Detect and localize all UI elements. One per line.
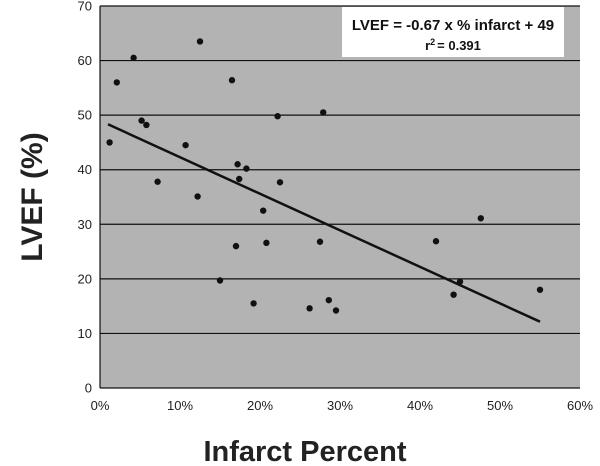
y-tick-label: 70	[78, 0, 92, 14]
r-squared-text: r2 = 0.391	[425, 37, 481, 53]
x-tick-label: 20%	[247, 398, 273, 413]
data-point	[182, 141, 189, 149]
y-tick-label: 60	[78, 53, 92, 68]
regression-line	[107, 123, 541, 323]
data-point	[216, 277, 224, 284]
x-tick-label: 30%	[327, 398, 353, 413]
data-point	[316, 238, 324, 245]
gridlines	[99, 5, 580, 389]
x-tick-label: 50%	[487, 398, 513, 413]
data-point	[536, 286, 544, 293]
data-point	[138, 117, 145, 124]
x-tick-label: 0%	[91, 398, 110, 413]
data-point	[154, 178, 161, 185]
x-axis-ticks: 0% 10% 20% 30% 40% 50% 60%	[91, 398, 594, 413]
data-point	[194, 193, 201, 200]
data-point	[196, 38, 204, 45]
x-tick-label: 60%	[567, 398, 593, 413]
x-tick-label: 40%	[407, 398, 433, 413]
data-point	[113, 79, 121, 86]
plot-area	[100, 6, 580, 388]
data-point	[130, 54, 137, 62]
data-point	[243, 165, 250, 172]
equation-box: LVEF = -0.67 x % infarct + 49 r2 = 0.391	[342, 7, 564, 57]
data-point	[325, 296, 332, 304]
data-point	[274, 113, 281, 120]
data-point	[236, 175, 243, 183]
data-point	[276, 179, 284, 186]
data-point	[263, 239, 270, 247]
data-point	[232, 242, 240, 250]
x-axis-title: Infarct Percent	[203, 436, 406, 466]
x-tick-label: 10%	[167, 398, 193, 413]
y-tick-label: 20	[78, 271, 92, 286]
data-point	[477, 215, 484, 222]
data-points	[106, 38, 544, 314]
y-tick-label: 40	[78, 162, 92, 177]
y-tick-label: 30	[78, 217, 92, 232]
data-point	[260, 207, 267, 214]
y-tick-label: 10	[78, 326, 92, 341]
data-point	[306, 305, 313, 312]
data-point	[228, 77, 236, 84]
data-point	[332, 307, 340, 314]
data-point	[234, 161, 241, 168]
data-point	[106, 139, 113, 146]
data-point	[320, 109, 327, 116]
y-axis-ticks: 0 10 20 30 40 50 60 70	[78, 0, 92, 396]
y-axis-title: LVEF (%)	[16, 132, 49, 261]
data-point	[432, 238, 440, 245]
y-tick-label: 0	[85, 381, 92, 396]
equation-text: LVEF = -0.67 x % infarct + 49	[352, 17, 554, 34]
data-point	[450, 291, 457, 298]
y-tick-label: 50	[78, 108, 92, 123]
data-point	[143, 121, 150, 129]
data-point	[250, 300, 257, 307]
